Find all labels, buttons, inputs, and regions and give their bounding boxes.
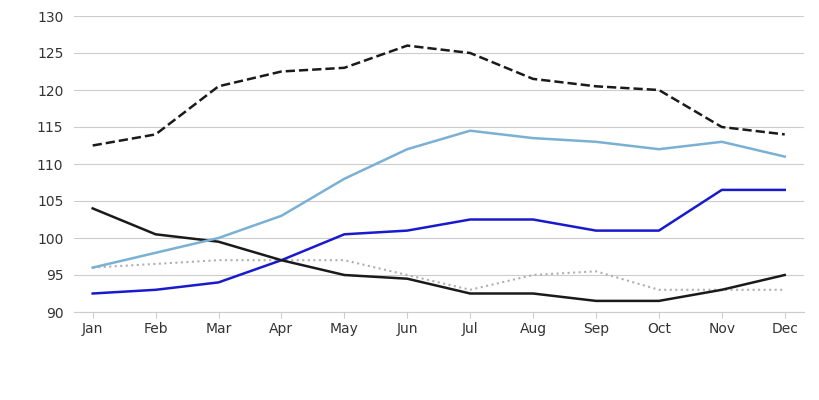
2021 [151, 250, 161, 255]
2022 [339, 65, 349, 70]
2021 [88, 265, 97, 270]
2022 [527, 76, 537, 81]
2020 [654, 298, 663, 303]
2019 [779, 188, 789, 192]
2022 [88, 143, 97, 148]
2019 [88, 291, 97, 296]
2021 [213, 236, 223, 240]
2020 [339, 273, 349, 278]
2020 [213, 239, 223, 244]
2019 [151, 287, 161, 292]
2018 [88, 265, 97, 270]
2021 [464, 128, 474, 133]
2020 [779, 273, 789, 278]
2021 [276, 213, 286, 218]
2018 [716, 287, 726, 292]
2022 [151, 132, 161, 137]
2019 [464, 217, 474, 222]
2018 [402, 273, 412, 278]
Line: 2020: 2020 [93, 208, 784, 301]
2020 [402, 276, 412, 281]
2022 [779, 132, 789, 137]
2022 [654, 88, 663, 92]
2022 [402, 43, 412, 48]
Line: 2022: 2022 [93, 46, 784, 146]
2022 [276, 69, 286, 74]
2019 [590, 228, 600, 233]
2021 [590, 139, 600, 144]
2020 [88, 206, 97, 211]
2021 [716, 139, 726, 144]
2022 [464, 50, 474, 55]
2018 [464, 287, 474, 292]
2019 [276, 258, 286, 262]
2020 [716, 287, 726, 292]
2019 [339, 232, 349, 237]
2020 [464, 291, 474, 296]
2021 [654, 147, 663, 152]
2019 [654, 228, 663, 233]
Line: 2018: 2018 [93, 260, 784, 290]
2021 [779, 154, 789, 159]
2019 [213, 280, 223, 285]
2019 [402, 228, 412, 233]
2020 [527, 291, 537, 296]
2018 [654, 287, 663, 292]
Line: 2021: 2021 [93, 131, 784, 268]
2018 [779, 287, 789, 292]
2018 [151, 262, 161, 266]
Line: 2019: 2019 [93, 190, 784, 294]
2018 [213, 258, 223, 262]
2022 [213, 84, 223, 89]
2020 [276, 258, 286, 262]
2018 [590, 269, 600, 274]
2020 [151, 232, 161, 237]
2022 [590, 84, 600, 89]
2018 [339, 258, 349, 262]
2021 [339, 176, 349, 181]
2021 [527, 136, 537, 140]
2022 [716, 125, 726, 130]
2021 [402, 147, 412, 152]
2019 [527, 217, 537, 222]
2018 [276, 258, 286, 262]
2019 [716, 188, 726, 192]
2020 [590, 298, 600, 303]
2018 [527, 273, 537, 278]
